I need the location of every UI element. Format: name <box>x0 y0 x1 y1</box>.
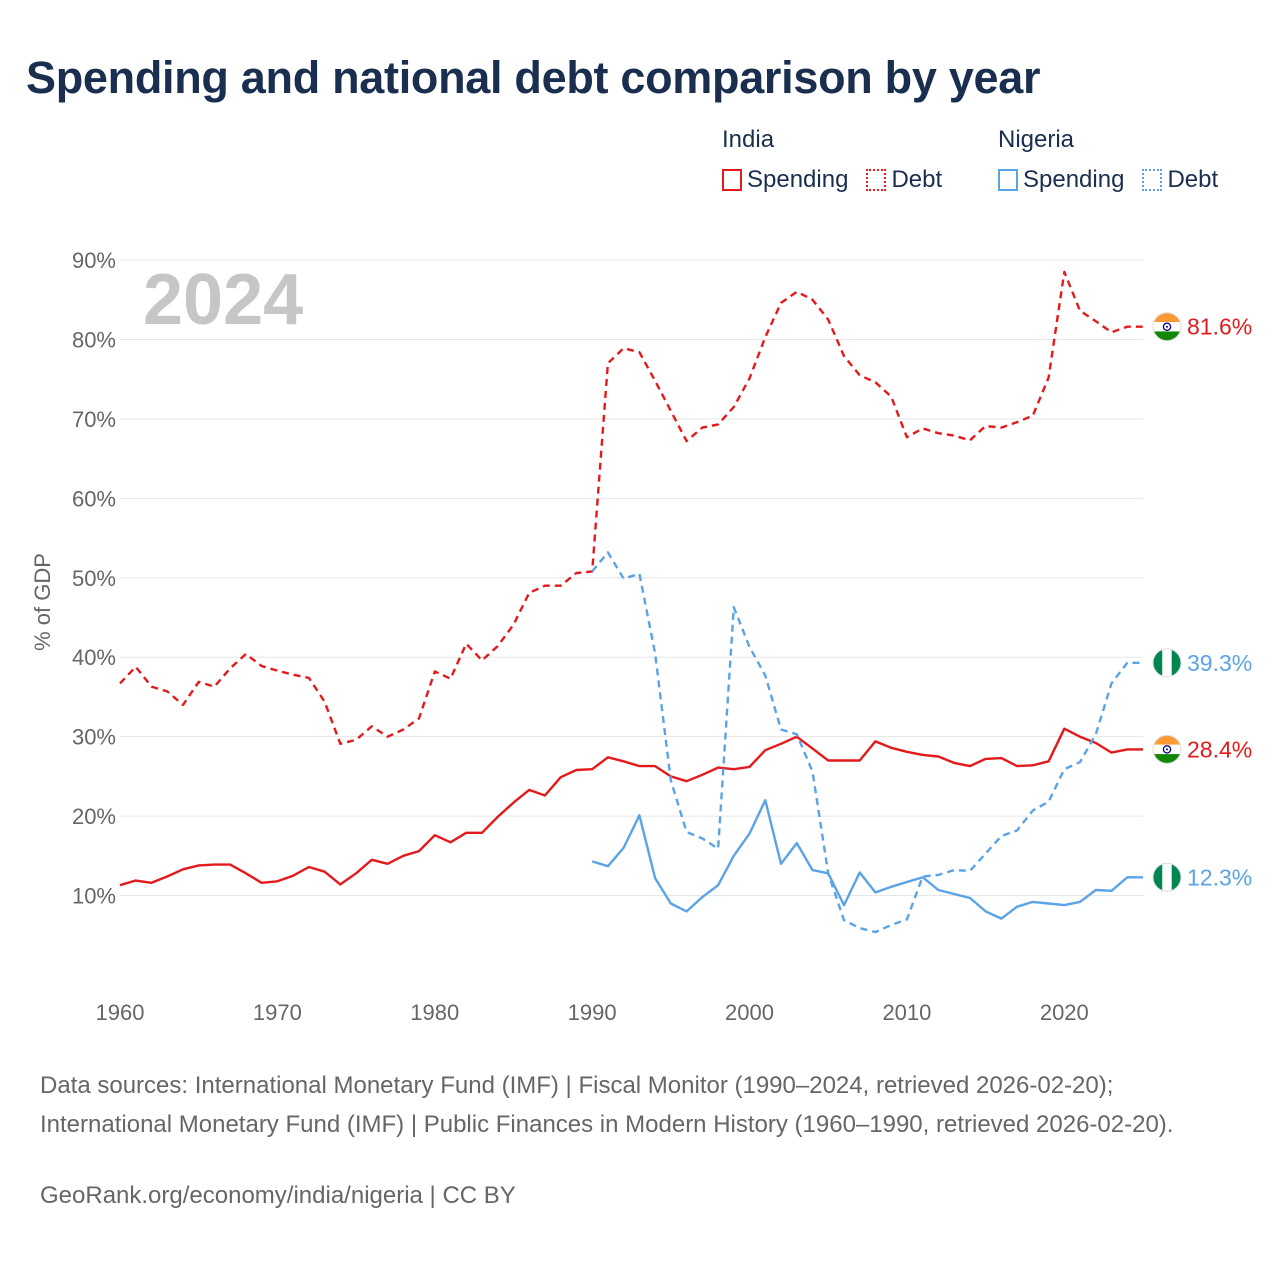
x-tick-label: 2020 <box>1040 1000 1089 1025</box>
flag-marker-india <box>1152 312 1182 342</box>
chart-title: Spending and national debt comparison by… <box>26 52 1041 103</box>
series-line-nigeria-spending[interactable] <box>591 799 1143 920</box>
x-tick-label: 1980 <box>410 1000 459 1025</box>
flag-marker-india <box>1152 734 1182 764</box>
x-tick-label: 2010 <box>882 1000 931 1025</box>
end-value-label: 28.4% <box>1187 736 1252 762</box>
legend-label: Debt <box>1167 166 1219 193</box>
y-tick-label: 60% <box>72 486 116 511</box>
x-tick-label: 2000 <box>725 1000 774 1025</box>
legend-label: Spending <box>747 166 849 193</box>
y-tick-label: 30% <box>72 725 116 750</box>
y-tick-label: 90% <box>72 248 116 273</box>
legend-label: Debt <box>891 166 943 193</box>
credit-link[interactable]: GeoRank.org/economy/india/nigeria | CC B… <box>40 1182 516 1209</box>
y-tick-label: 20% <box>72 804 116 829</box>
y-tick-label: 80% <box>72 327 116 352</box>
x-tick-label: 1960 <box>96 1000 145 1025</box>
legend-item-nigeria-debt[interactable]: Debt <box>1142 166 1218 194</box>
y-tick-label: 50% <box>72 566 116 591</box>
legend-label: Spending <box>1023 166 1125 193</box>
y-axis-title: % of GDP <box>30 553 55 651</box>
series-layer <box>119 270 1143 934</box>
legend-item-india-spending[interactable]: Spending <box>722 166 848 194</box>
legend-swatch-dotted <box>1142 169 1163 191</box>
y-tick-label: 40% <box>72 645 116 670</box>
legend-group-india: India Spending Debt <box>722 124 960 194</box>
year-watermark: 2024 <box>143 260 303 340</box>
label-layer: 81.6% 28.4% 39.3% 12.3% <box>1152 312 1252 892</box>
line-chart: 10% 20% 30% 40% 50% 60% 70% 80% 90% 1960 1970 1980 1… <box>30 248 1252 1025</box>
legend-item-nigeria-spending[interactable]: Spending <box>998 166 1124 194</box>
legend-swatch-solid <box>998 169 1018 191</box>
end-value-label: 81.6% <box>1187 314 1252 340</box>
series-line-india-debt[interactable] <box>119 270 1143 745</box>
x-tick-label: 1970 <box>253 1000 302 1025</box>
legend-item-india-debt[interactable]: Debt <box>866 166 942 194</box>
grid-layer <box>120 259 1143 897</box>
series-line-india-spending[interactable] <box>119 727 1143 887</box>
y-tick-label: 70% <box>72 407 116 432</box>
x-tick-label: 1990 <box>568 1000 617 1025</box>
legend-swatch-dotted <box>866 169 887 191</box>
legend-swatch-solid <box>722 169 742 191</box>
y-tick-label: 10% <box>72 884 116 909</box>
flag-marker-nigeria <box>1152 862 1182 892</box>
flag-marker-nigeria <box>1152 648 1182 678</box>
data-sources-note: Data sources: International Monetary Fun… <box>40 1072 1174 1138</box>
legend-group-name: India <box>722 126 775 153</box>
series-line-nigeria-debt[interactable] <box>591 551 1143 934</box>
end-value-label: 12.3% <box>1187 864 1252 890</box>
legend-group-nigeria: Nigeria Spending Debt <box>998 124 1236 194</box>
end-value-label: 39.3% <box>1187 650 1252 676</box>
legend-group-name: Nigeria <box>998 126 1075 153</box>
axis-layer: 10% 20% 30% 40% 50% 60% 70% 80% 90% 1960 1970 1980 1… <box>72 248 1089 1025</box>
